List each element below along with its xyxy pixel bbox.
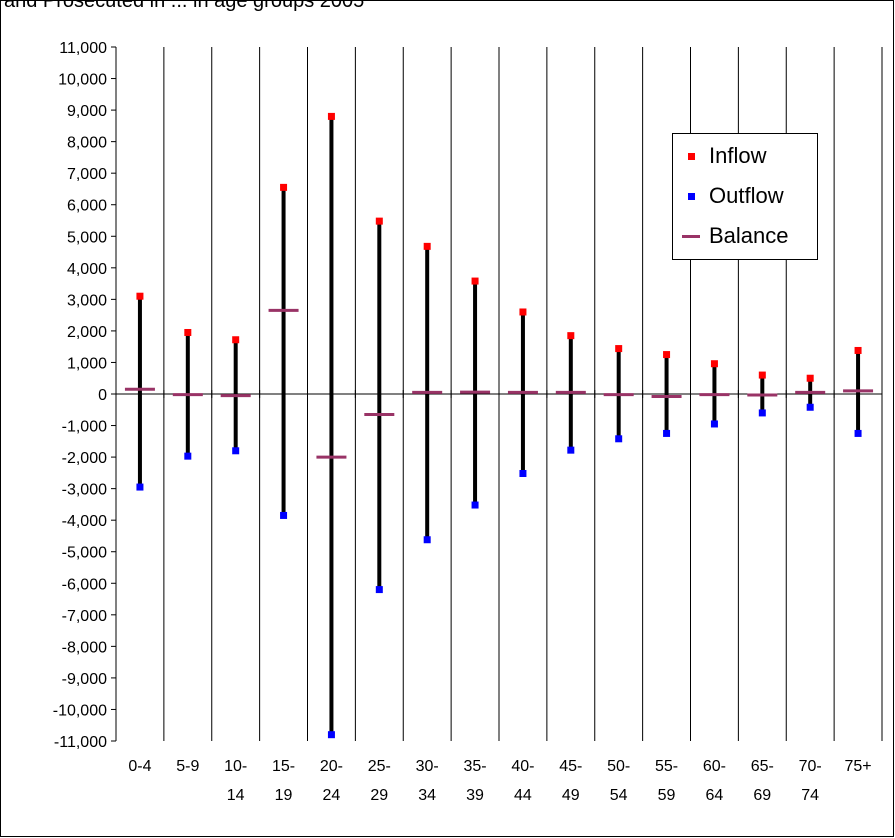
inflow-point — [567, 332, 575, 340]
x-tick-label: 45- — [559, 758, 582, 775]
legend-label-inflow: Inflow — [709, 143, 767, 168]
y-tick-label: 2,000 — [67, 324, 107, 341]
x-tick-label-line2: 49 — [562, 787, 580, 804]
inflow-point — [519, 308, 527, 316]
x-tick-label-line2: 34 — [418, 787, 436, 804]
outflow-point — [663, 429, 671, 437]
y-tick-label: -9,000 — [62, 671, 107, 688]
y-tick-label: 10,000 — [58, 72, 107, 89]
y-tick-label: 11,000 — [59, 40, 107, 57]
y-tick-label: -4,000 — [62, 513, 107, 530]
outflow-point — [184, 452, 192, 460]
y-tick-label: -1,000 — [62, 419, 107, 436]
inflow-point — [136, 292, 144, 300]
y-tick-label: -3,000 — [62, 482, 107, 499]
inflow-point — [423, 242, 431, 250]
outflow-point — [232, 447, 240, 455]
y-tick-label: -2,000 — [62, 450, 107, 467]
x-tick-label: 55- — [655, 758, 678, 775]
outflow-point — [567, 446, 575, 454]
y-tick-label: 1,000 — [67, 355, 107, 372]
x-tick-label-line2: 39 — [466, 787, 484, 804]
inflow-point — [327, 112, 335, 120]
x-tick-label-line2: 69 — [753, 787, 771, 804]
x-tick-label-line2: 59 — [658, 787, 676, 804]
inflow-marker-icon — [687, 152, 695, 160]
legend-item-balance: Balance — [673, 216, 817, 256]
y-tick-label: 9,000 — [67, 103, 107, 120]
x-tick-label: 5-9 — [176, 758, 199, 775]
outflow-point — [854, 429, 862, 437]
x-tick-label-line2: 19 — [275, 787, 293, 804]
inflow-point — [232, 336, 240, 344]
outflow-point — [471, 501, 479, 509]
chart-title-cut: and Prosecuted in ... in age groups 2005 — [4, 0, 365, 12]
y-tick-label: 0 — [98, 387, 107, 404]
x-tick-label: 40- — [511, 758, 534, 775]
y-tick-label: 7,000 — [67, 166, 107, 183]
x-tick-labels: 0-4 5-9 10- 14 15- 19 20- 24 25- 29 30- 34 35- 39 40- 4… — [128, 758, 871, 804]
inflow-point — [615, 345, 623, 353]
inflow-point — [280, 183, 288, 191]
legend: Inflow Outflow Balance — [672, 133, 818, 260]
x-tick-label: 0-4 — [128, 758, 151, 775]
x-tick-label: 35- — [464, 758, 487, 775]
y-tick-label: 6,000 — [67, 198, 107, 215]
x-tick-label: 30- — [416, 758, 439, 775]
x-tick-label-line2: 29 — [370, 787, 388, 804]
legend-label-outflow: Outflow — [709, 183, 784, 208]
outflow-point — [519, 469, 527, 477]
x-tick-label: 50- — [607, 758, 630, 775]
outflow-point — [423, 536, 431, 544]
x-tick-label: 70- — [799, 758, 822, 775]
x-tick-label-line2: 54 — [610, 787, 628, 804]
y-tick-label: -5,000 — [62, 545, 107, 562]
legend-label-balance: Balance — [709, 223, 789, 248]
x-tick-label-line2: 14 — [227, 787, 245, 804]
inflow-point — [710, 360, 718, 368]
x-tick-label: 60- — [703, 758, 726, 775]
inflow-point — [758, 371, 766, 379]
y-tick-label: 5,000 — [67, 229, 107, 246]
y-tick-label: 3,000 — [67, 292, 107, 309]
x-tick-label: 20- — [320, 758, 343, 775]
outflow-point — [758, 409, 766, 417]
outflow-marker-icon — [687, 192, 695, 200]
outflow-point — [710, 420, 718, 428]
x-tick-label: 75+ — [844, 758, 871, 775]
data-markers — [124, 112, 874, 739]
inflow-point — [663, 351, 671, 359]
y-tick-label: -7,000 — [62, 608, 107, 625]
x-tick-label-line2: 24 — [323, 787, 341, 804]
y-tick-label: -11,000 — [54, 734, 107, 751]
inflow-point — [806, 374, 814, 382]
legend-item-inflow: Inflow — [673, 136, 817, 176]
y-tick-label: -8,000 — [62, 639, 107, 656]
x-tick-label-line2: 74 — [801, 787, 819, 804]
x-tick-label: 15- — [272, 758, 295, 775]
outflow-point — [280, 511, 288, 519]
x-tick-label-line2: 64 — [706, 787, 724, 804]
outflow-point — [327, 731, 335, 739]
x-tick-label-line2: 44 — [514, 787, 532, 804]
legend-item-outflow: Outflow — [673, 176, 817, 216]
inflow-point — [854, 346, 862, 354]
y-tick-labels: 11,000 10,000 9,000 8,000 7,000 6,000 5,000 4,0… — [53, 40, 107, 751]
y-tick-label: -6,000 — [62, 576, 107, 593]
y-tick-label: 8,000 — [67, 135, 107, 152]
outflow-point — [806, 403, 814, 411]
inflow-point — [375, 217, 383, 225]
inflow-point — [184, 328, 192, 336]
outflow-point — [136, 483, 144, 491]
balance-line-icon — [682, 234, 700, 238]
x-tick-label: 10- — [224, 758, 247, 775]
outflow-point — [615, 435, 623, 443]
y-tick-label: -10,000 — [53, 702, 107, 719]
x-tick-label: 25- — [368, 758, 391, 775]
x-tick-label: 65- — [751, 758, 774, 775]
outflow-point — [375, 586, 383, 594]
inflow-point — [471, 277, 479, 285]
y-tick-label: 4,000 — [67, 261, 107, 278]
